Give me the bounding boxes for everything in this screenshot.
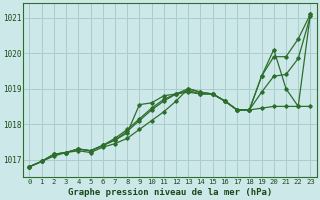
X-axis label: Graphe pression niveau de la mer (hPa): Graphe pression niveau de la mer (hPa) <box>68 188 272 197</box>
